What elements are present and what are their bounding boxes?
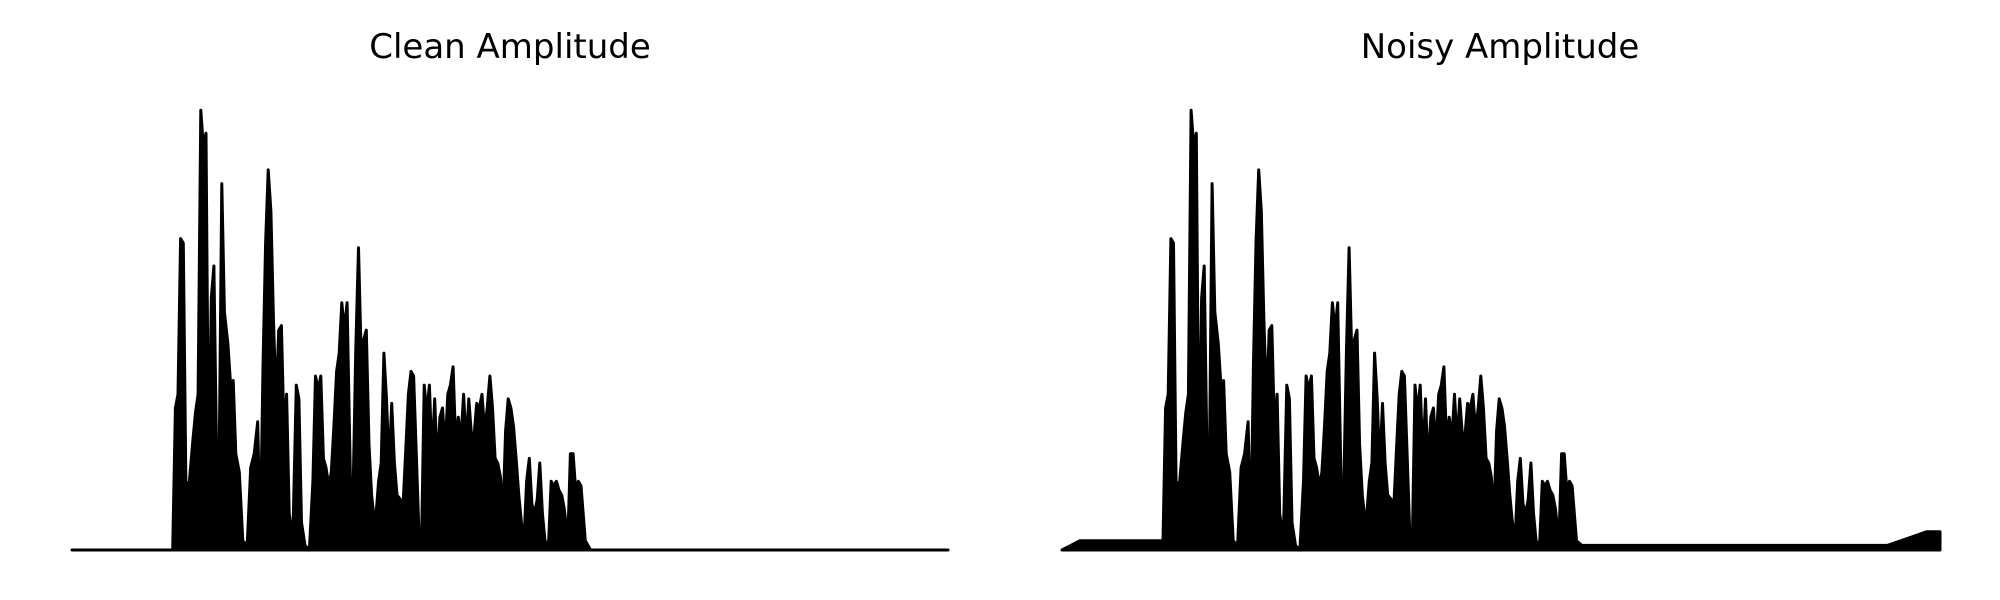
clean-amplitude-panel: Clean Amplitude — [70, 27, 950, 552]
noisy-amplitude-panel: Noisy Amplitude — [1060, 27, 1942, 552]
clean-amplitude-title: Clean Amplitude — [369, 27, 651, 67]
noisy-amplitude-title: Noisy Amplitude — [1361, 27, 1640, 67]
amplitude-trace — [70, 108, 950, 552]
noisy-amplitude-plot-area — [1060, 108, 1942, 552]
amplitude-trace — [1060, 108, 1942, 552]
clean-amplitude-plot-area — [70, 108, 950, 552]
